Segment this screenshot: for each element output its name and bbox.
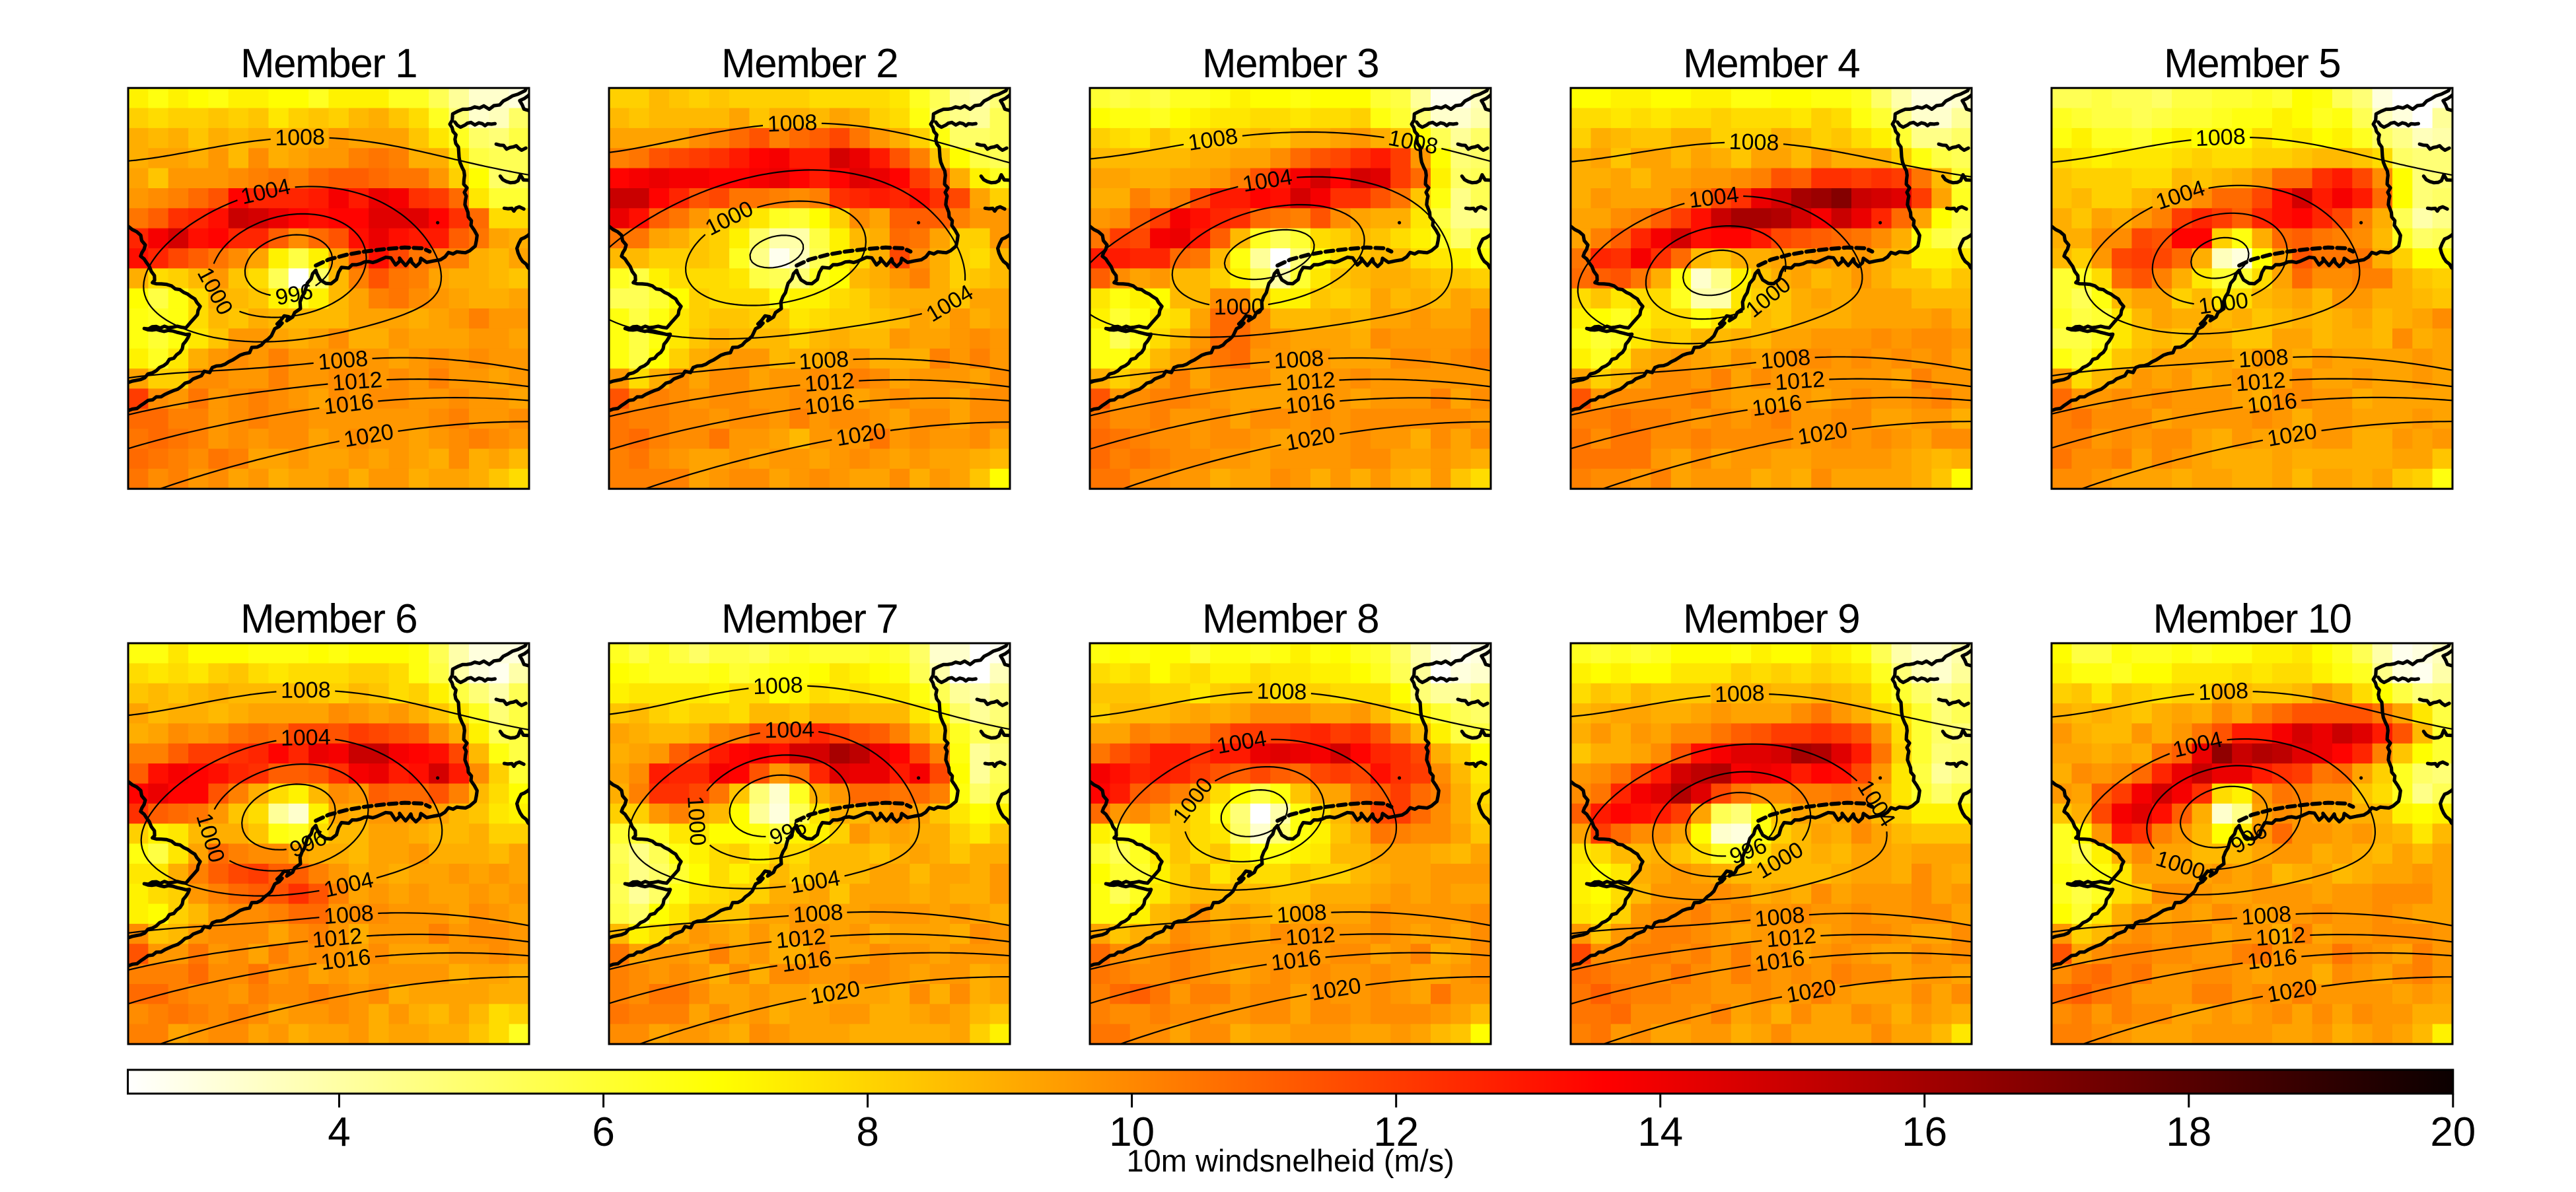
svg-text:20: 20 [2430, 1109, 2476, 1155]
svg-text:1012: 1012 [2255, 923, 2307, 951]
svg-text:1016: 1016 [2246, 944, 2299, 975]
svg-text:14: 14 [1637, 1109, 1683, 1155]
svg-text:1000: 1000 [682, 795, 710, 847]
svg-text:Member 7: Member 7 [721, 596, 898, 642]
svg-text:1004: 1004 [1688, 182, 1740, 213]
svg-text:1012: 1012 [1285, 922, 1336, 950]
svg-text:1008: 1008 [275, 124, 326, 151]
svg-text:Member 9: Member 9 [1683, 596, 1859, 642]
svg-text:1016: 1016 [320, 944, 373, 975]
svg-text:1008: 1008 [281, 678, 331, 703]
svg-text:18: 18 [2166, 1109, 2211, 1155]
svg-text:1008: 1008 [2198, 678, 2249, 705]
svg-text:1008: 1008 [1276, 900, 1328, 929]
svg-text:1012: 1012 [1774, 367, 1826, 395]
svg-text:1008: 1008 [2195, 124, 2246, 151]
svg-text:1008: 1008 [1754, 902, 1806, 932]
svg-text:1008: 1008 [317, 346, 369, 375]
svg-text:Member 1: Member 1 [240, 41, 417, 87]
svg-text:1008: 1008 [1729, 129, 1779, 155]
svg-text:1012: 1012 [311, 923, 363, 953]
svg-text:1016: 1016 [1270, 945, 1322, 976]
svg-text:1016: 1016 [803, 390, 856, 420]
svg-text:8: 8 [856, 1109, 878, 1155]
svg-text:1008: 1008 [793, 899, 844, 928]
svg-text:4: 4 [328, 1109, 350, 1155]
svg-text:1012: 1012 [2235, 368, 2286, 397]
svg-text:1004: 1004 [764, 717, 814, 744]
svg-text:1008: 1008 [1714, 681, 1765, 707]
svg-text:1016: 1016 [2246, 388, 2298, 419]
svg-text:1008: 1008 [1760, 345, 1812, 374]
svg-text:1008: 1008 [1273, 346, 1325, 374]
svg-text:10: 10 [1109, 1109, 1155, 1155]
svg-text:1008: 1008 [2238, 345, 2289, 373]
svg-text:Member 8: Member 8 [1202, 596, 1378, 642]
svg-text:1008: 1008 [752, 672, 803, 699]
svg-text:Member 4: Member 4 [1683, 41, 1859, 87]
svg-text:12: 12 [1373, 1109, 1419, 1155]
svg-text:Member 10: Member 10 [2153, 596, 2351, 642]
svg-text:1008: 1008 [1256, 679, 1306, 705]
svg-text:1012: 1012 [1766, 923, 1818, 952]
svg-text:1008: 1008 [2240, 901, 2292, 930]
svg-text:1012: 1012 [1285, 367, 1336, 396]
svg-text:6: 6 [592, 1109, 614, 1155]
svg-text:1016: 1016 [1284, 389, 1336, 419]
svg-text:1004: 1004 [281, 724, 331, 751]
svg-text:1016: 1016 [322, 389, 375, 420]
svg-text:1012: 1012 [332, 367, 383, 396]
svg-text:1012: 1012 [775, 924, 827, 954]
svg-text:Member 6: Member 6 [240, 596, 417, 642]
svg-text:16: 16 [1902, 1109, 1947, 1155]
svg-text:1008: 1008 [798, 347, 849, 375]
svg-text:Member 3: Member 3 [1202, 41, 1378, 87]
svg-text:10m windsnelheid (m/s): 10m windsnelheid (m/s) [1127, 1143, 1454, 1178]
svg-text:1000: 1000 [1213, 294, 1264, 320]
svg-text:1012: 1012 [804, 368, 855, 398]
svg-text:1008: 1008 [767, 110, 818, 137]
svg-text:Member 5: Member 5 [2164, 41, 2340, 87]
svg-text:Member 2: Member 2 [721, 41, 898, 87]
svg-text:1008: 1008 [323, 901, 375, 929]
